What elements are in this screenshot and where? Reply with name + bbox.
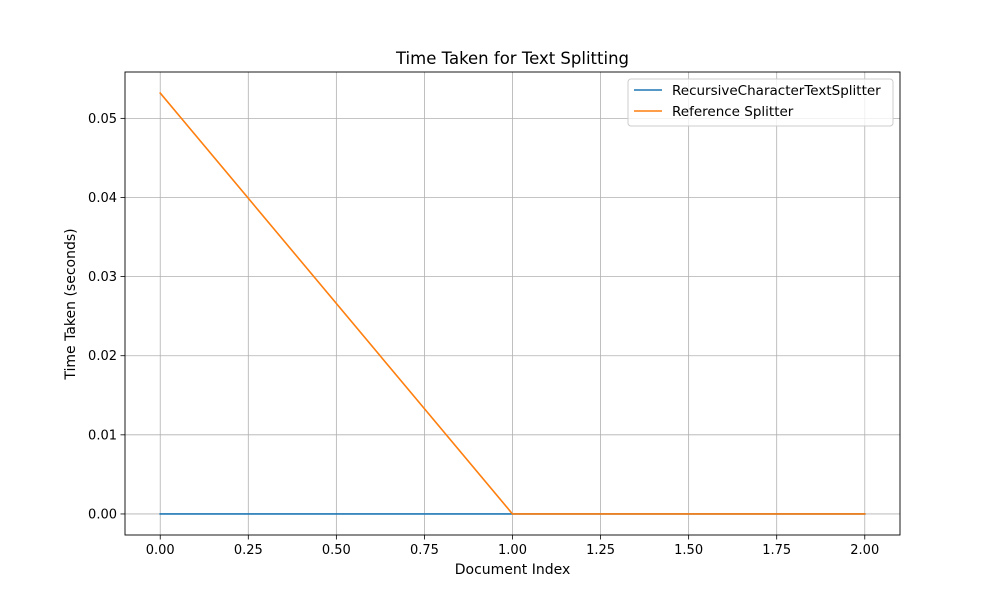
plot-frame <box>124 71 901 536</box>
legend: RecursiveCharacterTextSplitter Reference … <box>627 78 894 127</box>
legend-label: Reference Splitter <box>672 104 794 120</box>
x-tick-label: 1.25 <box>586 543 615 558</box>
y-tick-label: 0.02 <box>88 349 117 364</box>
legend-box <box>627 78 894 127</box>
y-tick-label: 0.03 <box>88 270 117 285</box>
legend-label: RecursiveCharacterTextSplitter <box>672 83 881 99</box>
x-tick-label: 0.50 <box>322 543 351 558</box>
x-axis-label: Document Index <box>455 562 571 578</box>
x-tick-label: 1.75 <box>762 543 791 558</box>
ticks: 0.00 0.25 0.50 0.75 1.00 1.25 1.50 1.75 2.00 0.00… <box>88 112 879 558</box>
chart-title: Time Taken for Text Splitting <box>395 49 629 68</box>
x-tick-label: 2.00 <box>850 543 879 558</box>
x-tick-label: 0.75 <box>410 543 439 558</box>
x-tick-label: 0.00 <box>146 543 175 558</box>
y-tick-label: 0.01 <box>88 428 117 443</box>
y-axis-label: Time Taken (seconds) <box>63 228 79 380</box>
x-tick-label: 0.25 <box>234 543 263 558</box>
y-tick-label: 0.05 <box>88 112 117 127</box>
series-lines <box>159 91 866 515</box>
x-tick-label: 1.00 <box>498 543 527 558</box>
y-tick-label: 0.00 <box>88 507 117 522</box>
series-line-1 <box>159 91 866 515</box>
x-tick-label: 1.50 <box>674 543 703 558</box>
y-tick-label: 0.04 <box>88 191 117 206</box>
axes-frame <box>124 71 901 536</box>
